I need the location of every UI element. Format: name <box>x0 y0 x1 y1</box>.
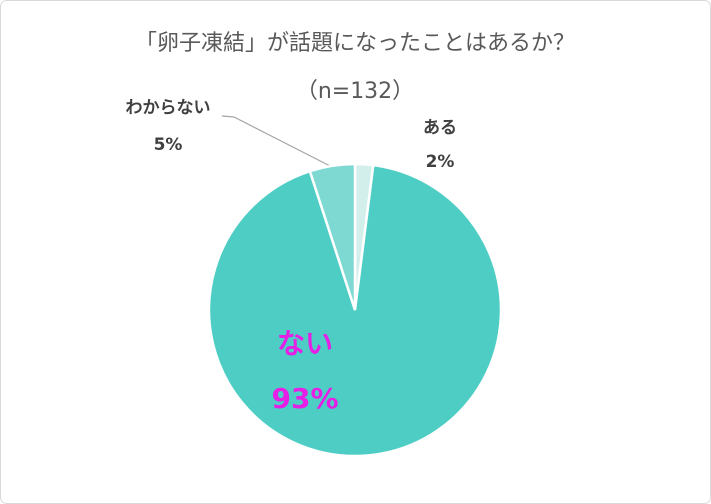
chart-title: 「卵子凍結」が話題になったことはあるか？ <box>135 31 575 56</box>
slice-label: ない <box>277 327 333 360</box>
value-label: 93% <box>271 382 338 415</box>
pie-slice <box>207 163 503 458</box>
value-label: 2% <box>426 152 455 172</box>
value-label: 5% <box>154 135 183 155</box>
leader-line <box>221 115 335 169</box>
slice-label: ある <box>423 118 457 138</box>
chart-subtitle: （n=132） <box>296 79 414 104</box>
slice-label: わからない <box>126 98 211 118</box>
pie-slice <box>308 162 357 311</box>
